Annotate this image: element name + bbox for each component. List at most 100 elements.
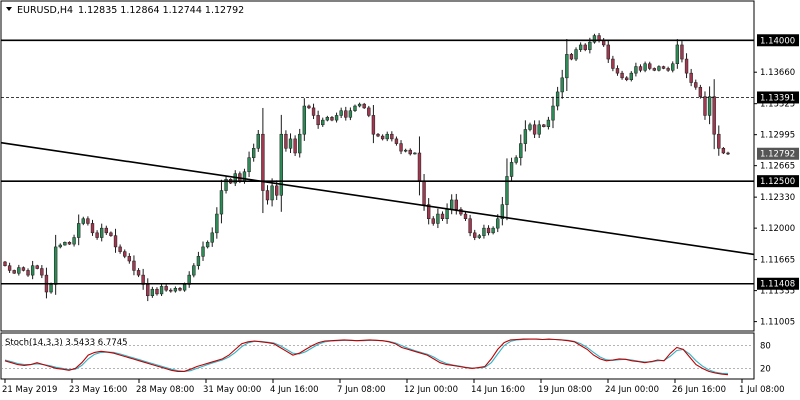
time-tick-label: 21 May 2019	[2, 385, 57, 395]
candle-body	[394, 138, 399, 144]
level-price-tag	[757, 91, 799, 104]
candle-body	[26, 270, 30, 276]
candle-body	[67, 241, 72, 245]
candle-body	[261, 133, 265, 191]
candle-body	[35, 265, 39, 269]
time-tick-label: 14 Jun 16:00	[471, 385, 525, 395]
candle-body	[224, 179, 228, 191]
candle-body	[463, 213, 468, 219]
candle-body	[583, 44, 587, 50]
candle-body	[150, 288, 155, 297]
candle-body	[344, 110, 348, 118]
candle-body	[523, 129, 528, 144]
candle-body	[201, 246, 205, 257]
level-price-tag-text: 1.13391	[760, 93, 795, 103]
candle-body	[58, 244, 62, 248]
candle-body	[279, 133, 283, 196]
candle-body	[574, 49, 578, 60]
price-tick-label: 1.12330	[760, 193, 795, 203]
candle-body	[298, 133, 302, 154]
candle-body	[219, 190, 224, 215]
candle-body	[537, 124, 541, 135]
candle-body	[123, 251, 127, 257]
candle-body	[293, 138, 297, 154]
candle-body	[307, 105, 311, 109]
stoch-tick-label: 80	[760, 342, 771, 352]
symbol-timeframe: EURUSD,H4	[17, 5, 73, 16]
candle-body	[100, 227, 104, 238]
candle-body	[136, 270, 141, 276]
candle-body	[339, 110, 343, 116]
candle-body	[178, 288, 182, 291]
candle-body	[127, 256, 132, 262]
candle-body	[205, 241, 210, 248]
time-tick-label: 24 Jun 00:00	[605, 385, 659, 395]
candle-body	[698, 86, 703, 97]
candle-body	[77, 223, 81, 238]
candle-body	[146, 284, 150, 297]
candle-body	[164, 286, 168, 291]
candle-body	[422, 180, 426, 205]
candle-body	[684, 58, 689, 74]
price-tick-label: 1.12000	[760, 224, 795, 234]
candle-body	[565, 54, 569, 79]
dropdown-triangle-icon[interactable]	[6, 7, 12, 11]
candle-body	[330, 117, 334, 121]
candle-body	[569, 54, 574, 60]
candle-body	[625, 77, 629, 80]
ohlc-values: 1.12835 1.12864 1.12744 1.12792	[78, 5, 244, 16]
candle-body	[413, 152, 417, 155]
time-tick-label: 12 Jun 00:00	[404, 385, 458, 395]
candle-body	[118, 246, 122, 252]
candle-body	[132, 260, 136, 271]
candle-body	[542, 124, 546, 127]
candle-body	[21, 267, 26, 271]
level-price-tag-text: 1.11408	[760, 280, 795, 290]
candle-body	[468, 218, 472, 234]
candle-body	[509, 162, 514, 177]
level-price-tag	[757, 34, 799, 47]
candle-body	[661, 66, 666, 69]
candle-body	[560, 77, 564, 93]
candle-body	[629, 72, 633, 80]
trendline[interactable]	[0, 141, 755, 256]
candle-body	[380, 135, 385, 140]
level-price-tag-text: 1.14000	[760, 36, 795, 46]
candle-body	[615, 68, 620, 74]
level-price-tag-text: 1.12500	[760, 177, 795, 187]
candle-body	[486, 227, 491, 234]
current-price-tag-text: 1.12792	[760, 150, 795, 160]
candle-body	[403, 149, 408, 152]
time-tick-label: 28 May 08:00	[136, 385, 194, 395]
candle-body	[717, 133, 721, 149]
candle-body	[666, 68, 670, 71]
candle-body	[49, 284, 53, 293]
candle-body	[482, 227, 486, 236]
stoch-main-line	[4, 338, 729, 376]
candle-body	[546, 119, 551, 127]
candle-body	[450, 199, 454, 210]
candle-body	[532, 124, 537, 135]
candle-body	[182, 284, 187, 291]
time-tick-label: 26 Jun 16:00	[672, 385, 726, 395]
time-tick-label: 19 Jun 08:00	[538, 385, 592, 395]
candle-body	[109, 232, 113, 236]
candle-body	[652, 68, 656, 71]
candle-body	[155, 288, 159, 295]
candle-body	[251, 148, 256, 158]
candle-body	[648, 63, 652, 69]
candle-body	[288, 138, 293, 149]
candle-body	[95, 232, 99, 238]
stochastic-layer: 80 20	[1, 338, 771, 376]
candle-body	[505, 176, 509, 205]
candle-body	[712, 96, 716, 135]
price-tick-label: 1.12665	[760, 162, 795, 172]
candle-body	[275, 185, 279, 196]
candle-body	[657, 66, 661, 71]
candle-body	[592, 35, 597, 43]
candle-body	[104, 227, 108, 234]
candle-body	[86, 218, 90, 224]
time-tick-label: 7 Jun 08:00	[337, 385, 386, 395]
time-axis: 21 May 2019 23 May 16:00 28 May 08:00 31 Ma…	[2, 379, 785, 395]
